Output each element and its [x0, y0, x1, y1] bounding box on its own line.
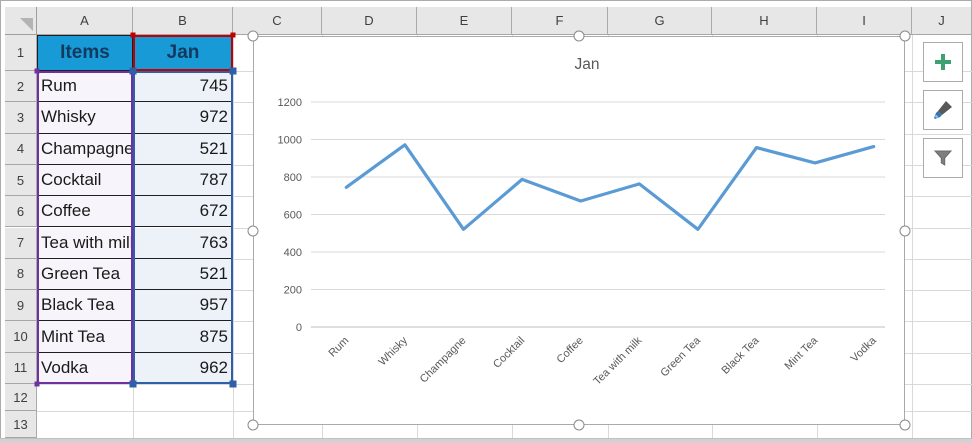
funnel-icon — [933, 150, 953, 166]
column-header-c[interactable]: C — [233, 7, 322, 35]
x-axis-category-label: Green Tea — [658, 334, 703, 379]
row-header-12[interactable]: 12 — [5, 384, 37, 411]
y-axis-tick-label: 1000 — [278, 135, 302, 147]
chart-selection-handle[interactable] — [573, 419, 585, 431]
chart-selection-handle[interactable] — [573, 30, 585, 42]
table-cell-item[interactable]: Mint Tea — [37, 321, 133, 353]
series-line-jan[interactable] — [344, 143, 876, 231]
table-cell-value[interactable]: 787 — [133, 164, 233, 197]
table-cell-item[interactable]: Champagne — [37, 133, 133, 165]
category-range-handle[interactable] — [34, 68, 40, 74]
table-header-jan[interactable]: Jan — [133, 35, 233, 71]
row-header-7[interactable]: 7 — [5, 227, 37, 259]
row-header-3[interactable]: 3 — [5, 102, 37, 134]
x-axis-category-label: Cocktail — [491, 335, 527, 371]
table-cell-value[interactable]: 957 — [133, 290, 233, 322]
column-header-a[interactable]: A — [37, 7, 133, 35]
column-header-b[interactable]: B — [133, 7, 233, 35]
x-axis-category-label: Black Tea — [720, 334, 763, 377]
select-all-button[interactable] — [5, 7, 37, 35]
chart-selection-handle[interactable] — [247, 419, 259, 431]
row-header-11[interactable]: 11 — [5, 352, 37, 384]
chart-selection-handle[interactable] — [899, 419, 911, 431]
y-axis-tick-label: 1200 — [278, 97, 302, 109]
table-cell-value[interactable]: 763 — [133, 227, 233, 259]
column-header-e[interactable]: E — [417, 7, 512, 35]
chart-selection-handle[interactable] — [247, 30, 259, 42]
value-range-handle[interactable] — [129, 380, 137, 388]
table-cell-value[interactable]: 962 — [133, 352, 233, 384]
y-axis-tick-label: 600 — [284, 210, 302, 222]
chart-title: Jan — [575, 56, 600, 73]
value-range-handle[interactable] — [229, 67, 237, 75]
x-axis-category-label: Champagne — [418, 335, 469, 386]
table-cell-item[interactable]: Tea with milk — [37, 227, 133, 259]
row-header-10[interactable]: 10 — [5, 321, 37, 353]
paintbrush-icon — [934, 101, 952, 119]
value-range-handle[interactable] — [229, 380, 237, 388]
row-header-5[interactable]: 5 — [5, 164, 37, 197]
column-header-g[interactable]: G — [608, 7, 712, 35]
y-axis-tick-label: 800 — [284, 172, 302, 184]
y-axis-tick-label: 400 — [284, 247, 302, 259]
row-header-9[interactable]: 9 — [5, 290, 37, 322]
gridline-vertical — [233, 35, 234, 438]
chart-filters-button[interactable] — [923, 138, 963, 178]
series-name-range-handle[interactable] — [230, 32, 236, 38]
series-name-range-handle[interactable] — [130, 32, 136, 38]
table-cell-value[interactable]: 972 — [133, 102, 233, 134]
table-cell-item[interactable]: Vodka — [37, 352, 133, 384]
table-cell-value[interactable]: 745 — [133, 71, 233, 103]
table-cell-item[interactable]: Rum — [37, 71, 133, 103]
chart-canvas: 0 200 400 600 800 1000 1200 Jan Rum Whisky Champag… — [278, 56, 885, 388]
table-cell-item[interactable]: Whisky — [37, 102, 133, 134]
x-axis-category-label: Tea with milk — [591, 334, 644, 387]
chart-elements-button[interactable] — [923, 42, 963, 82]
row-header-1[interactable]: 1 — [5, 35, 37, 71]
row-header-4[interactable]: 4 — [5, 133, 37, 165]
row-header-2[interactable]: 2 — [5, 71, 37, 103]
table-cell-value[interactable]: 672 — [133, 196, 233, 228]
table-cell-item[interactable]: Cocktail — [37, 164, 133, 197]
row-header-6[interactable]: 6 — [5, 196, 37, 228]
y-axis-tick-label: 200 — [284, 285, 302, 297]
table-cell-value[interactable]: 521 — [133, 133, 233, 165]
table-cell-item[interactable]: Coffee — [37, 196, 133, 228]
gridline-vertical — [912, 35, 913, 438]
chart-styles-button[interactable] — [923, 90, 963, 130]
column-header-d[interactable]: D — [322, 7, 417, 35]
table-cell-value[interactable]: 875 — [133, 321, 233, 353]
x-axis-category-label: Mint Tea — [782, 334, 820, 372]
x-axis-category-label: Rum — [327, 335, 352, 360]
x-axis-category-label: Coffee — [555, 335, 586, 366]
row-header-8[interactable]: 8 — [5, 258, 37, 291]
column-header-f[interactable]: F — [512, 7, 608, 35]
x-axis-category-label: Vodka — [849, 334, 880, 365]
chart-selection-handle[interactable] — [899, 225, 911, 236]
column-header-j[interactable]: J — [912, 7, 972, 35]
table-header-items[interactable]: Items — [37, 35, 133, 71]
chart-selection-handle[interactable] — [247, 225, 259, 236]
line-chart[interactable]: 0 200 400 600 800 1000 1200 Jan Rum Whisky Champag… — [253, 36, 905, 425]
table-cell-value[interactable]: 521 — [133, 258, 233, 291]
bottom-edge-strip — [0, 438, 972, 443]
table-cell-item[interactable]: Green Tea — [37, 258, 133, 291]
y-axis-tick-label: 0 — [296, 322, 302, 334]
column-header-i[interactable]: I — [817, 7, 912, 35]
select-all-triangle-icon — [20, 18, 33, 31]
x-axis-category-label: Whisky — [376, 334, 410, 368]
table-cell-item[interactable]: Black Tea — [37, 290, 133, 322]
value-range-handle[interactable] — [129, 67, 137, 75]
plus-icon — [935, 54, 951, 70]
chart-selection-handle[interactable] — [899, 30, 911, 42]
row-header-13[interactable]: 13 — [5, 411, 37, 438]
category-range-handle[interactable] — [34, 381, 40, 387]
column-header-h[interactable]: H — [712, 7, 817, 35]
